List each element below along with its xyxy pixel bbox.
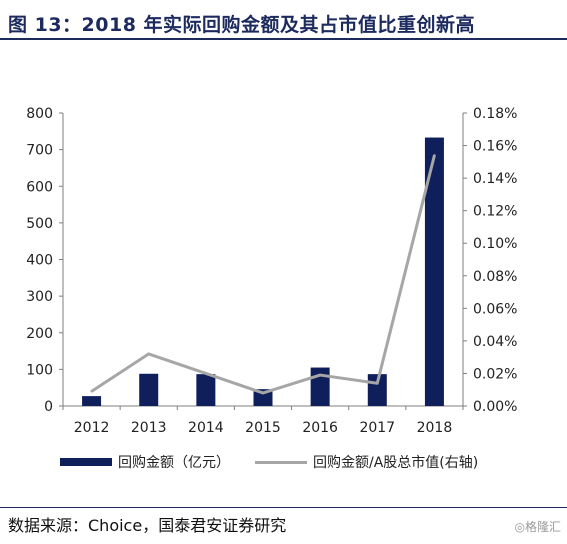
bar-2013 <box>139 373 159 406</box>
bar-2015 <box>253 389 273 406</box>
title-rule <box>0 38 567 40</box>
left-tick-label: 600 <box>26 179 53 195</box>
legend-item-line: 回购金额/A股总市值(右轴) <box>255 452 478 472</box>
ratio-point-2013 <box>147 352 150 356</box>
ratio-point-2014 <box>204 372 208 375</box>
right-tick-label: 0.14% <box>473 171 517 187</box>
right-tick-label: 0.04% <box>473 334 517 350</box>
left-tick-label: 700 <box>26 143 53 159</box>
ratio-point-2015 <box>261 391 265 395</box>
x-tick-label: 2017 <box>359 420 395 436</box>
chart-title: 图 13：2018 年实际回购金额及其占市值比重创新高 <box>8 14 476 36</box>
bar-2018 <box>424 137 444 406</box>
bar-2016 <box>310 367 330 406</box>
right-tick-label: 0.02% <box>473 366 517 382</box>
x-tick-label: 2014 <box>188 420 224 436</box>
right-tick-label: 0.10% <box>473 236 517 252</box>
source-note: 数据来源：Choice，国泰君安证券研究 <box>8 516 287 535</box>
ratio-point-2016 <box>318 373 322 377</box>
left-tick-label: 100 <box>26 362 53 378</box>
legend-line-swatch <box>255 460 307 464</box>
right-tick-label: 0.18% <box>473 106 517 122</box>
left-tick-label: 800 <box>26 106 53 122</box>
ratio-point-2012 <box>90 390 93 393</box>
x-tick-label: 2015 <box>245 420 281 436</box>
ratio-line <box>90 154 436 395</box>
right-tick-label: 0.08% <box>473 269 517 285</box>
left-tick-label: 0 <box>44 399 53 415</box>
left-tick-label: 500 <box>26 216 53 232</box>
left-tick-label: 300 <box>26 289 53 305</box>
legend-line-label: 回购金额/A股总市值(右轴) <box>313 455 479 471</box>
x-tick-label: 2012 <box>74 420 110 436</box>
right-tick-label: 0.06% <box>473 301 517 317</box>
legend-item-bars: 回购金额（亿元） <box>60 452 230 472</box>
chart-legend: 回购金额（亿元） 回购金额/A股总市值(右轴) <box>40 452 560 476</box>
right-tick-label: 0.16% <box>473 139 517 155</box>
ratio-point-2018 <box>433 154 436 157</box>
right-tick-label: 0.12% <box>473 204 517 220</box>
legend-bar-label: 回购金额（亿元） <box>118 455 230 471</box>
x-tick-label: 2013 <box>131 420 167 436</box>
combo-chart: 0 100 200 300 400 500 600 700 800 0.00% 0.02% 0.04%… <box>26 106 517 436</box>
watermark: ◎格隆汇 <box>514 520 561 534</box>
left-tick-label: 400 <box>26 253 53 269</box>
ratio-point-2017 <box>376 382 379 385</box>
bar-2014 <box>196 374 216 406</box>
legend-bar-swatch <box>60 458 112 466</box>
x-tick-label: 2018 <box>417 420 453 436</box>
left-tick-label: 200 <box>26 326 53 342</box>
source-rule <box>0 507 567 508</box>
x-tick-label: 2016 <box>302 420 338 436</box>
right-tick-label: 0.00% <box>473 399 517 415</box>
bar-2012 <box>82 396 102 406</box>
